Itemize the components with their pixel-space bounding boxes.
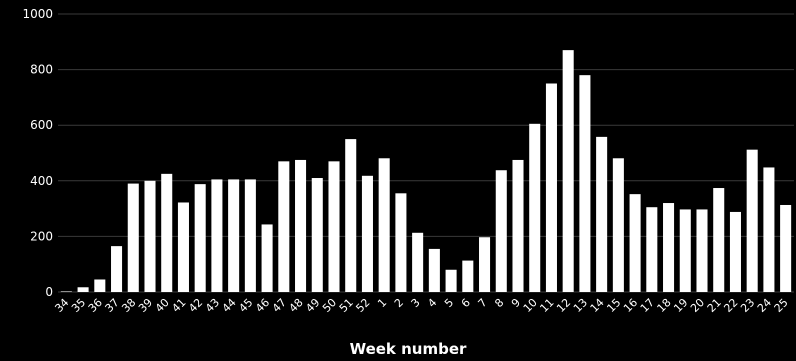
y-tick-label: 0 (45, 285, 53, 299)
y-tick-label: 600 (30, 118, 53, 132)
bar-week-24 (763, 167, 775, 292)
bar-week-23 (746, 149, 758, 292)
bar-week-18 (663, 203, 675, 292)
bar-week-17 (646, 207, 658, 292)
x-axis-title: Week number (350, 340, 467, 358)
bar-week-19 (679, 209, 691, 292)
bars (60, 50, 792, 292)
bar-week-3 (412, 232, 424, 292)
bar-week-1 (378, 158, 390, 292)
x-tick-label: 9 (509, 296, 523, 310)
bar-week-14 (596, 136, 608, 292)
bar-week-49 (311, 178, 323, 292)
bar-week-2 (395, 193, 407, 292)
bar-week-4 (428, 248, 440, 292)
bar-week-6 (462, 260, 474, 292)
bar-week-12 (562, 50, 574, 292)
bar-week-5 (445, 269, 457, 292)
bar-week-8 (495, 170, 507, 292)
bar-week-35 (77, 287, 89, 292)
bar-week-16 (629, 194, 641, 292)
bar-week-42 (194, 184, 206, 292)
y-tick-label: 1000 (22, 7, 53, 21)
bar-week-45 (244, 179, 256, 292)
bar-week-48 (295, 159, 307, 292)
bar-week-25 (780, 204, 792, 292)
bar-week-22 (729, 211, 741, 292)
x-tick-label: 25 (772, 296, 791, 315)
bar-week-11 (545, 83, 557, 292)
x-tick-label: 4 (425, 296, 439, 310)
bar-week-43 (211, 179, 223, 292)
x-tick-label: 5 (442, 296, 456, 310)
y-tick-label: 200 (30, 229, 53, 243)
y-tick-label: 400 (30, 174, 53, 188)
bar-week-39 (144, 180, 156, 292)
bar-week-10 (529, 123, 541, 292)
bar-week-9 (512, 159, 524, 292)
bar-week-38 (127, 183, 139, 292)
bar-week-50 (328, 161, 340, 292)
x-tick-label: 1 (375, 296, 389, 310)
bar-week-46 (261, 224, 273, 292)
x-tick-label: 3 (409, 296, 423, 310)
bar-week-13 (579, 75, 591, 292)
x-tick-label: 8 (492, 296, 506, 310)
bar-week-37 (111, 246, 123, 292)
bar-week-41 (177, 202, 189, 292)
x-tick-label: 2 (392, 296, 406, 310)
bar-week-44 (228, 179, 240, 292)
bar-week-15 (612, 158, 624, 292)
x-tick-label: 52 (353, 296, 372, 315)
bar-week-20 (696, 209, 708, 292)
x-tick-label: 7 (476, 296, 490, 310)
y-tick-label: 800 (30, 63, 53, 77)
bar-week-7 (479, 237, 491, 292)
bar-week-51 (345, 139, 357, 292)
bar-week-52 (361, 175, 373, 292)
bar-week-21 (713, 188, 725, 292)
x-tick-label: 6 (459, 296, 473, 310)
bar-week-36 (94, 279, 106, 292)
bar-week-34 (60, 291, 72, 292)
y-axis-ticks: 0 200 400 600 800 1000 (22, 7, 53, 299)
bar-week-47 (278, 161, 290, 292)
bar-week-40 (161, 173, 173, 292)
